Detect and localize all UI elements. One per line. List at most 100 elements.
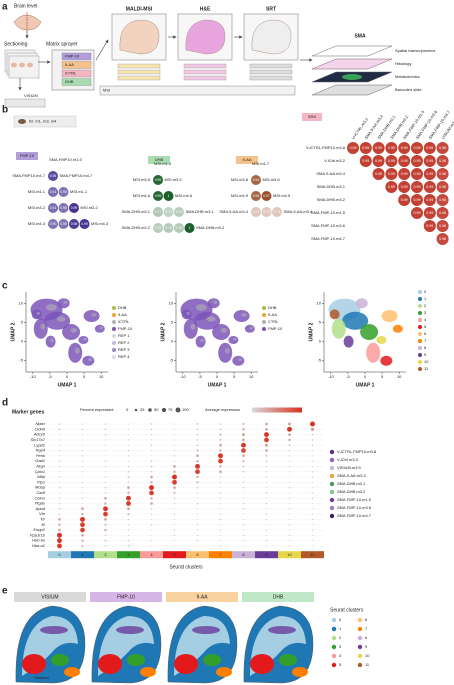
cell-cluster bbox=[376, 336, 387, 344]
expression-dot bbox=[288, 455, 291, 457]
expression-dot bbox=[127, 476, 130, 478]
legend-label: iCTRL bbox=[118, 319, 130, 324]
correlation-cell bbox=[398, 194, 411, 206]
row-label: SMA.DHB.m3.2 bbox=[122, 225, 151, 230]
legend-label: 10 bbox=[424, 359, 429, 364]
expression-dot bbox=[81, 476, 84, 478]
expression-dot bbox=[219, 508, 222, 510]
expression-dot bbox=[196, 545, 199, 547]
expression-dot bbox=[57, 532, 62, 538]
expression-dot bbox=[288, 433, 291, 436]
expression-dot bbox=[265, 508, 268, 510]
panel-label: a bbox=[2, 2, 8, 13]
legend-text: ID: m1, m3, m4 bbox=[29, 119, 57, 124]
expression-dot bbox=[242, 454, 245, 458]
expression-dot bbox=[104, 518, 107, 521]
legend-label: 5 bbox=[339, 662, 342, 667]
expression-dot bbox=[150, 455, 153, 457]
cell-cluster bbox=[31, 309, 42, 320]
cell-cluster-overlay bbox=[206, 316, 216, 322]
legend-label: SMA.FMP-10.m3.6 bbox=[337, 505, 372, 510]
correlation-value: 0.77 bbox=[155, 210, 162, 214]
expression-dot bbox=[219, 545, 222, 547]
expression-dot bbox=[242, 438, 245, 442]
expression-dot bbox=[311, 524, 314, 526]
expression-dot bbox=[265, 529, 268, 531]
expression-dot bbox=[104, 545, 107, 547]
label: MSI bbox=[103, 88, 110, 93]
correlation-value: 0.76 bbox=[165, 226, 172, 230]
correlation-cell bbox=[251, 191, 261, 201]
row-label: MSI.m1.1 bbox=[28, 189, 46, 194]
x-tick-label: 0 bbox=[66, 374, 69, 379]
legend-swatch bbox=[329, 473, 335, 479]
step-title: H&E bbox=[200, 6, 211, 12]
expression-dot bbox=[242, 470, 245, 473]
expression-dot bbox=[173, 529, 176, 531]
expression-dot bbox=[219, 534, 222, 536]
slide-stack bbox=[183, 63, 227, 69]
legend-label: REP 4 bbox=[118, 354, 130, 359]
cluster-bar bbox=[117, 551, 140, 559]
region bbox=[174, 654, 198, 674]
correlation-cell bbox=[411, 168, 423, 180]
legend-swatch bbox=[357, 635, 363, 641]
legend-swatch bbox=[357, 644, 363, 650]
legend-swatch bbox=[112, 306, 116, 310]
correlation-value: 0.99 bbox=[426, 159, 433, 163]
correlation-cell bbox=[436, 220, 449, 232]
region bbox=[292, 667, 308, 677]
cell-cluster-overlay bbox=[249, 326, 254, 330]
x-tick-label: 5 bbox=[381, 374, 384, 379]
expression-dot bbox=[311, 497, 314, 499]
correlation-cell bbox=[347, 142, 359, 154]
column-label: MSI.m4.6 bbox=[175, 193, 193, 198]
column-label: MSI.m4.9 bbox=[273, 193, 291, 198]
expression-dot bbox=[104, 471, 107, 473]
gene-label: Cplx1 bbox=[35, 469, 45, 474]
correlation-cell bbox=[48, 203, 58, 213]
expression-dot bbox=[104, 460, 107, 462]
panel-header bbox=[242, 592, 314, 602]
legend-label: 3 bbox=[339, 644, 342, 649]
expression-dot bbox=[127, 455, 130, 457]
correlation-value: 0.99 bbox=[388, 172, 395, 176]
expression-dot bbox=[219, 481, 222, 484]
legend-swatch bbox=[331, 635, 337, 641]
brain-section bbox=[251, 19, 292, 55]
expression-dot bbox=[150, 518, 153, 520]
gene-label: Hbb-bs bbox=[32, 538, 45, 543]
gene-label: Ptgds bbox=[35, 501, 45, 506]
expression-dot bbox=[150, 449, 153, 452]
matrix-tag bbox=[148, 156, 170, 164]
expression-dot bbox=[196, 502, 199, 505]
cell-cluster-overlay bbox=[91, 313, 97, 317]
x-tick-label: 5 bbox=[83, 374, 86, 379]
column-label: SMA.FMP10.m4.7 bbox=[60, 173, 93, 178]
matrix-swatch bbox=[61, 78, 92, 86]
expression-dot bbox=[242, 518, 245, 520]
expression-dot bbox=[311, 518, 314, 521]
correlation-cell bbox=[251, 207, 261, 217]
gene-label: Adcy5 bbox=[33, 432, 46, 437]
expression-dot bbox=[242, 545, 245, 547]
brain-section bbox=[185, 19, 226, 55]
expression-dot bbox=[288, 529, 291, 531]
legend-swatch bbox=[418, 353, 422, 357]
expression-dot bbox=[81, 460, 84, 462]
expression-dot bbox=[265, 460, 268, 462]
expression-dot bbox=[265, 545, 268, 547]
expression-dot bbox=[58, 444, 61, 446]
cell-cluster bbox=[207, 298, 220, 309]
correlation-cell bbox=[411, 194, 423, 206]
correlation-value: 0.99 bbox=[414, 211, 421, 215]
expression-dot bbox=[150, 529, 153, 531]
cell-cluster-overlay bbox=[63, 300, 68, 304]
label: Brain level bbox=[14, 3, 37, 9]
expression-dot bbox=[127, 507, 130, 511]
legend-swatch bbox=[262, 306, 266, 310]
expression-dot bbox=[81, 502, 84, 505]
arrow bbox=[95, 39, 109, 61]
expression-dot bbox=[288, 534, 291, 537]
correlation-value: 0.94 bbox=[253, 178, 260, 182]
